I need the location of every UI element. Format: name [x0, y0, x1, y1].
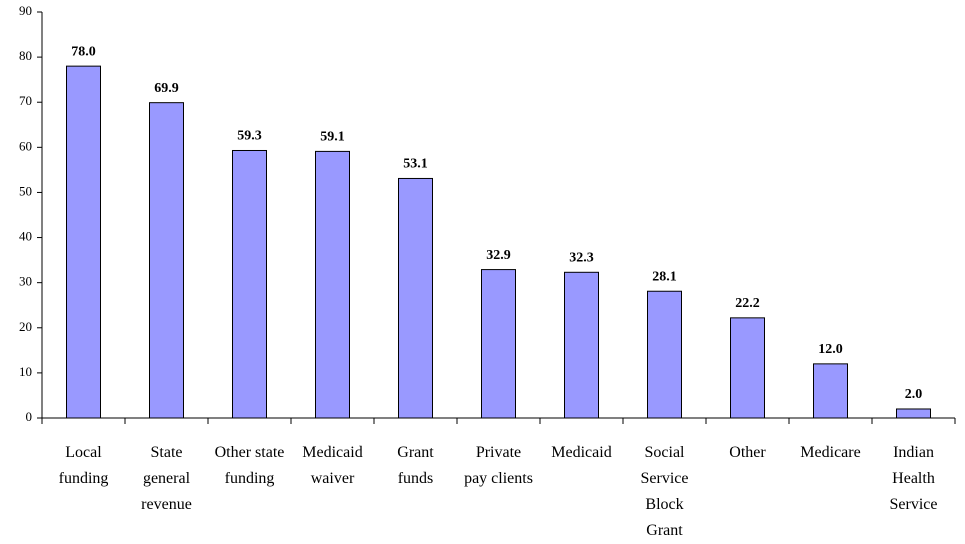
y-tick-label: 90	[19, 3, 32, 18]
data-label: 53.1	[403, 157, 428, 172]
bar	[647, 290, 682, 419]
data-label: 59.3	[237, 129, 262, 144]
y-tick-label: 40	[19, 229, 32, 244]
y-tick-label: 80	[19, 48, 32, 63]
bar	[730, 317, 765, 419]
data-label: 69.9	[154, 81, 179, 96]
y-tick-label: 30	[19, 274, 32, 289]
x-tick-label: Medicare	[800, 444, 861, 461]
bar	[813, 363, 848, 419]
data-label: 22.2	[735, 296, 760, 311]
x-tick-label: Private pay clients	[464, 444, 533, 487]
y-tick-label: 0	[26, 409, 33, 424]
data-label: 78.0	[71, 44, 96, 59]
bar	[232, 149, 267, 419]
data-label: 59.1	[320, 130, 345, 145]
x-tick-label: Other state funding	[214, 444, 285, 487]
x-tick-label: Social Service Block Grant	[640, 444, 689, 539]
x-tick-label: State general revenue	[141, 444, 192, 513]
x-tick-label: Indian Health Service	[889, 444, 938, 513]
bar	[149, 102, 184, 419]
data-label: 12.0	[818, 342, 843, 357]
y-tick-label: 60	[19, 138, 32, 153]
data-label: 2.0	[905, 387, 923, 402]
y-tick-label: 50	[19, 183, 32, 198]
y-tick-label: 70	[19, 93, 32, 108]
x-tick-label: Grant funds	[397, 444, 434, 487]
y-tick-label: 10	[19, 364, 32, 379]
bar	[481, 269, 516, 419]
data-label: 32.3	[569, 251, 594, 266]
data-label: 32.9	[486, 248, 511, 263]
x-tick-label: Medicaid	[551, 444, 612, 461]
bar	[896, 408, 931, 419]
bar	[315, 150, 350, 419]
bar	[564, 271, 599, 419]
x-tick-label: Other	[729, 444, 766, 461]
x-tick-label: Medicaid waiver	[302, 444, 363, 487]
y-tick-label: 20	[19, 319, 32, 334]
bar	[66, 65, 101, 419]
x-tick-label: Local funding	[58, 444, 109, 487]
bar	[398, 177, 433, 419]
data-label: 28.1	[652, 269, 677, 284]
